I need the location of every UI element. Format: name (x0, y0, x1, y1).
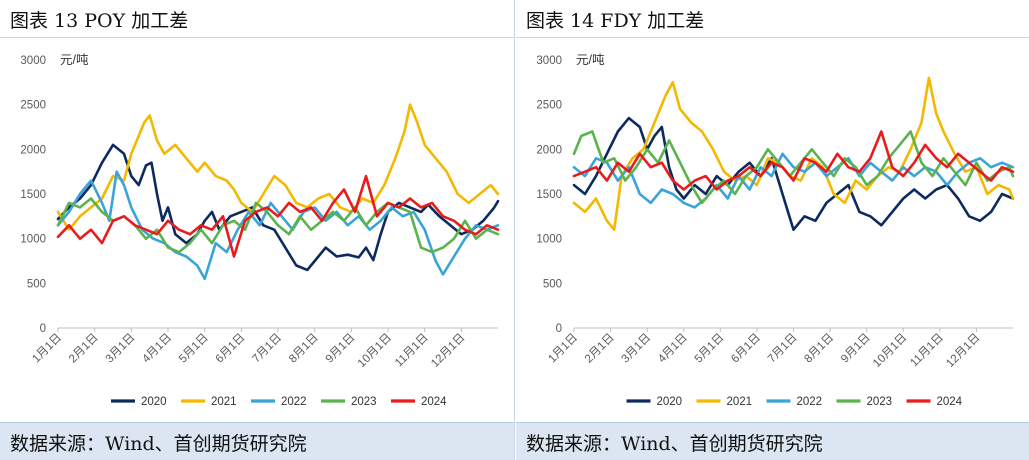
poy-x-tick-label: 4月1日 (140, 332, 174, 366)
fdy-y-unit: 元/吨 (576, 53, 605, 67)
fdy-legend-label-2022: 2022 (797, 396, 823, 408)
poy-x-tick-label: 8月1日 (287, 332, 321, 366)
fdy-x-tick-label: 7月1日 (766, 332, 800, 366)
poy-x-tick-label: 1月1日 (30, 332, 64, 366)
fdy-legend-label-2024: 2024 (937, 396, 963, 408)
poy-y-tick-label: 3000 (20, 55, 46, 67)
poy-legend-label-2023: 2023 (351, 396, 377, 408)
panel-divider (514, 0, 515, 460)
poy-x-tick-label: 5月1日 (177, 332, 211, 366)
poy-y-tick-label: 1000 (20, 234, 46, 246)
poy-source-text: 数据来源：Wind、首创期货研究院 (10, 433, 307, 455)
poy-legend-label-2024: 2024 (421, 396, 447, 408)
fdy-x-tick-label: 9月1日 (839, 332, 873, 366)
fdy-y-tick-label: 2000 (536, 144, 562, 156)
fdy-x-tick-label: 8月1日 (802, 332, 836, 366)
fdy-x-tick-label: 5月1日 (693, 332, 727, 366)
poy-series-2022 (56, 170, 500, 281)
poy-y-tick-label: 2500 (20, 100, 46, 112)
fdy-x-tick-label: 12月1日 (944, 332, 982, 370)
poy-y-tick-label: 0 (40, 323, 46, 335)
poy-legend-label-2020: 2020 (141, 396, 167, 408)
poy-panel: 图表 13 POY 加工差 0 500 1000 1500 2000 2500 3000 元/… (0, 0, 514, 460)
fdy-x-tick-label: 1月1日 (546, 332, 580, 366)
fdy-legend-label-2023: 2023 (867, 396, 893, 408)
poy-x-tick-label: 11月1日 (393, 332, 431, 370)
poy-x-tick-label: 6月1日 (214, 332, 248, 366)
poy-x-tick-label: 3月1日 (104, 332, 138, 366)
fdy-y-tick-label: 2500 (536, 100, 562, 112)
fdy-source-bar: 数据来源：Wind、首创期货研究院 (516, 422, 1029, 460)
poy-y-tick-label: 2000 (20, 144, 46, 156)
fdy-chart-title: 图表 14 FDY 加工差 (526, 10, 705, 32)
fdy-legend-label-2021: 2021 (727, 396, 753, 408)
fdy-chart: 0 500 1000 1500 2000 2500 3000 元/吨 1月1日 2月1日 3月1日 4… (536, 53, 1015, 408)
poy-x-tick-label: 12月1日 (429, 332, 467, 370)
poy-series-2020 (56, 143, 500, 272)
fdy-x-tick-label: 2月1日 (583, 332, 617, 366)
fdy-series-2023 (572, 130, 1015, 205)
fdy-y-tick-label: 1500 (536, 189, 562, 201)
fdy-x-tick-label: 10月1日 (871, 332, 909, 370)
fdy-source-text: 数据来源：Wind、首创期货研究院 (526, 433, 823, 455)
fdy-series-2024 (572, 130, 1015, 191)
poy-x-tick-label: 7月1日 (250, 332, 284, 366)
fdy-y-tick-label: 1000 (536, 234, 562, 246)
poy-legend-label-2022: 2022 (281, 396, 307, 408)
fdy-series-2020 (572, 116, 1015, 231)
poy-series-2024 (56, 174, 500, 258)
fdy-x-tick-label: 3月1日 (619, 332, 653, 366)
poy-y-unit: 元/吨 (60, 53, 89, 67)
fdy-x-tick-label: 11月1日 (908, 332, 946, 370)
poy-chart: 0 500 1000 1500 2000 2500 3000 元/吨 1月1日 2月1日 3月1日 4… (20, 53, 500, 408)
fdy-y-tick-label: 3000 (536, 55, 562, 67)
fdy-title-bar: 图表 14 FDY 加工差 (516, 0, 1029, 38)
poy-title-bar: 图表 13 POY 加工差 (0, 0, 514, 38)
poy-series-2023 (56, 197, 500, 254)
fdy-x-tick-label: 4月1日 (656, 332, 690, 366)
poy-chart-title: 图表 13 POY 加工差 (10, 10, 189, 32)
poy-legend-label-2021: 2021 (211, 396, 237, 408)
fdy-y-tick-label: 500 (543, 278, 562, 290)
fdy-panel: 图表 14 FDY 加工差 0 500 1000 1500 2000 2500 3000 元/… (516, 0, 1029, 460)
poy-source-bar: 数据来源：Wind、首创期货研究院 (0, 422, 514, 460)
fdy-y-tick-label: 0 (556, 323, 562, 335)
poy-x-tick-label: 9月1日 (324, 332, 358, 366)
poy-x-tick-label: 10月1日 (356, 332, 394, 370)
fdy-series-2022 (572, 152, 1015, 209)
poy-y-tick-label: 1500 (20, 189, 46, 201)
fdy-x-tick-label: 6月1日 (729, 332, 763, 366)
fdy-legend-label-2020: 2020 (657, 396, 683, 408)
poy-y-tick-label: 500 (27, 278, 46, 290)
poy-x-tick-label: 2月1日 (67, 332, 101, 366)
poy-series-2021 (56, 103, 500, 231)
